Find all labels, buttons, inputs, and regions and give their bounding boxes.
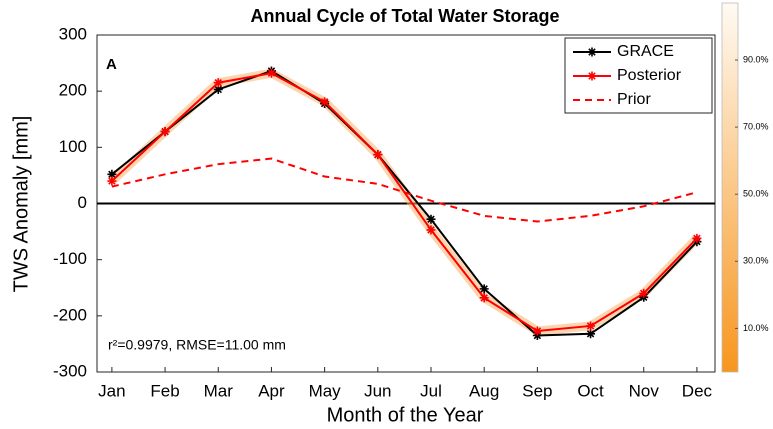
series-line	[111, 157, 698, 223]
legend-marker	[587, 71, 597, 81]
series-marker	[373, 150, 383, 160]
y-tick-label: -200	[53, 305, 87, 324]
colorbar-tick-label: 50.0%	[743, 189, 769, 199]
x-tick-label: Feb	[150, 381, 179, 400]
series-marker	[107, 176, 117, 186]
series-marker	[213, 84, 223, 94]
y-axis-label: TWS Anomaly [mm]	[10, 116, 32, 293]
x-tick-label: Jan	[98, 381, 125, 400]
series-marker	[426, 214, 436, 224]
y-tick-label: -100	[53, 249, 87, 268]
series-marker	[639, 288, 649, 298]
legend-label: Posterior	[617, 67, 682, 84]
colorbar-tick-label: 10.0%	[743, 323, 769, 333]
series-marker	[692, 233, 702, 243]
x-tick-label: Sep	[522, 381, 552, 400]
series-marker	[320, 97, 330, 107]
x-tick-label: Dec	[682, 381, 713, 400]
x-tick-label: Nov	[629, 381, 660, 400]
fit-statistics: r²=0.9979, RMSE=11.00 mm	[108, 337, 286, 353]
y-tick-label: 200	[59, 81, 87, 100]
x-tick-label: Aug	[469, 381, 499, 400]
series-line	[111, 72, 698, 333]
y-tick-label: -300	[53, 361, 87, 380]
y-tick-label: 0	[78, 193, 87, 212]
y-tick-label: 100	[59, 137, 87, 156]
series-marker	[160, 127, 170, 137]
colorbar	[721, 2, 739, 373]
x-tick-label: May	[309, 381, 342, 400]
x-tick-label: Mar	[204, 381, 234, 400]
colorbar-tick-label: 90.0%	[743, 54, 769, 64]
chart-title: Annual Cycle of Total Water Storage	[250, 6, 559, 26]
series-marker	[586, 329, 596, 339]
legend-marker	[587, 47, 597, 57]
series-marker	[107, 169, 117, 179]
colorbar-tick-label: 70.0%	[743, 121, 769, 131]
x-tick-label: Jul	[420, 381, 442, 400]
colorbar-tick-label: 30.0%	[743, 256, 769, 266]
x-tick-label: Oct	[577, 381, 604, 400]
series-marker	[479, 284, 489, 294]
series-line	[111, 69, 698, 337]
x-tick-label: Jun	[364, 381, 391, 400]
series-marker	[426, 225, 436, 235]
series-marker	[266, 68, 276, 78]
panel-label: A	[106, 56, 117, 73]
series-marker	[479, 293, 489, 303]
x-axis-label: Month of the Year	[327, 404, 484, 426]
legend-label: Prior	[617, 91, 651, 108]
series-marker	[586, 321, 596, 331]
y-tick-label: 300	[59, 24, 87, 43]
series-marker	[532, 326, 542, 336]
legend-label: GRACE	[617, 43, 674, 60]
x-tick-label: Apr	[258, 381, 285, 400]
series-marker	[213, 78, 223, 88]
